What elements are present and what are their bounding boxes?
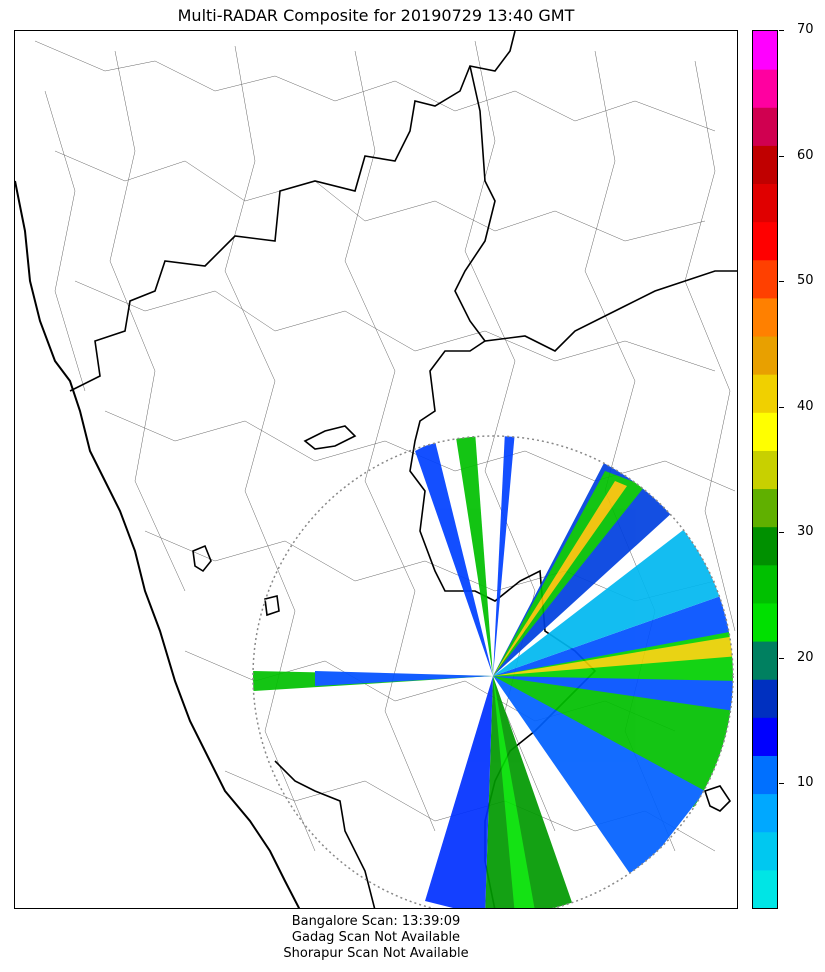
colorbar-tick-label: 40 (797, 398, 814, 414)
colorbar-band (753, 145, 777, 185)
colorbar-band (753, 526, 777, 566)
colorbar-tick-label: 20 (797, 649, 814, 665)
colorbar-tick (779, 30, 784, 31)
colorbar-tick (779, 281, 784, 283)
colorbar-tick (779, 155, 784, 157)
radar-reflectivity (253, 436, 733, 908)
colorbar-band (753, 602, 777, 642)
radar-map[interactable] (14, 30, 738, 909)
map-title: Multi-RADAR Composite for 20190729 13:40… (177, 6, 575, 25)
colorbar-band (753, 31, 777, 70)
colorbar-band (753, 450, 777, 490)
bangalore-scan-status: Bangalore Scan: 13:39:09 (291, 914, 461, 929)
colorbar-band (753, 336, 777, 375)
colorbar (752, 30, 778, 909)
colorbar-band (753, 69, 777, 108)
colorbar-tick-label: 70 (797, 22, 814, 37)
colorbar-band (753, 412, 777, 451)
colorbar-band (753, 869, 777, 908)
colorbar-band (753, 297, 777, 337)
colorbar-tick-label: 10 (797, 775, 814, 791)
coastline (15, 180, 301, 908)
colorbar-gradient (753, 31, 777, 908)
colorbar-band (753, 755, 777, 795)
colorbar-band (753, 679, 777, 718)
colorbar-tick-label: 60 (797, 147, 814, 163)
colorbar-tick-label: 30 (797, 524, 814, 540)
colorbar-band (753, 183, 777, 223)
colorbar-tick (779, 657, 784, 659)
colorbar-band (753, 564, 777, 604)
colorbar-band (753, 488, 777, 528)
colorbar-band (753, 831, 777, 871)
colorbar-band (753, 374, 777, 413)
colorbar-band (753, 641, 777, 680)
colorbar-band (753, 107, 777, 146)
colorbar-tick (779, 406, 784, 408)
water-bodies (192, 425, 732, 812)
radar-range-ring (252, 435, 734, 908)
shorapur-scan-status: Shorapur Scan Not Available (283, 946, 469, 961)
colorbar-tick (779, 783, 784, 785)
colorbar-tick-label: 50 (797, 273, 814, 289)
colorbar-band (753, 259, 777, 299)
gadag-scan-status: Gadag Scan Not Available (291, 930, 461, 945)
map-canvas (15, 31, 737, 908)
colorbar-band (753, 793, 777, 833)
colorbar-band (753, 221, 777, 261)
colorbar-band (753, 717, 777, 756)
colorbar-tick (779, 532, 784, 534)
